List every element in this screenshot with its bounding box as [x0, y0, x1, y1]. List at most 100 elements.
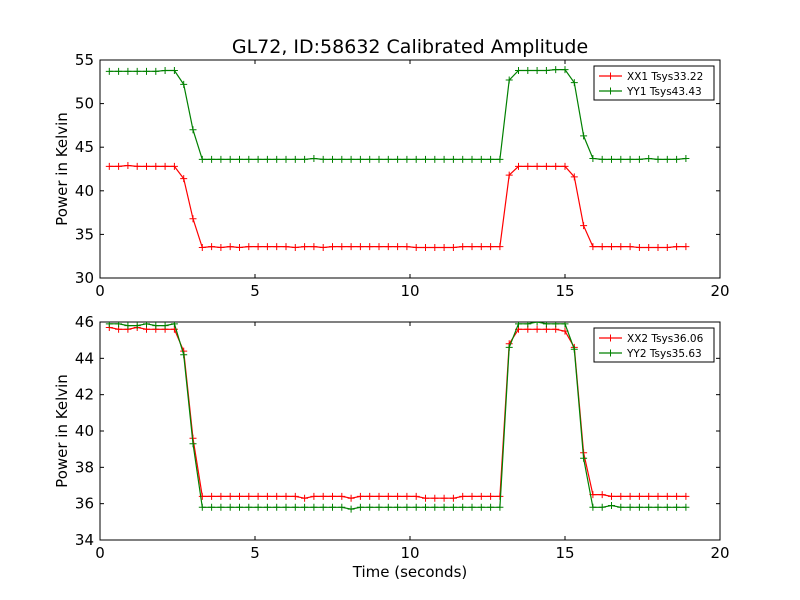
data-point	[617, 243, 625, 251]
data-point	[431, 243, 439, 251]
data-point	[477, 243, 485, 251]
data-point	[208, 155, 216, 163]
x-tick-label: 10	[400, 544, 419, 562]
data-point	[468, 492, 476, 500]
data-point	[440, 494, 448, 502]
data-point	[282, 155, 290, 163]
data-point	[524, 322, 532, 328]
data-point	[189, 215, 197, 223]
data-point	[505, 343, 513, 351]
data-point	[319, 155, 327, 163]
data-point	[663, 243, 671, 251]
data-point	[496, 155, 504, 163]
data-point	[217, 155, 225, 163]
data-point	[459, 243, 467, 251]
data-point	[561, 322, 569, 328]
y-tick-label: 40	[75, 182, 94, 200]
data-point	[589, 155, 597, 163]
data-point	[580, 454, 588, 462]
data-point	[542, 162, 550, 170]
data-point	[291, 243, 299, 251]
data-point	[347, 243, 355, 251]
data-point	[236, 503, 243, 511]
data-point	[422, 155, 429, 163]
data-point	[394, 503, 402, 511]
data-point	[282, 503, 290, 511]
data-point	[412, 243, 420, 251]
data-point	[524, 66, 532, 74]
data-point	[608, 155, 615, 163]
data-point	[366, 155, 374, 163]
data-point	[217, 243, 225, 251]
data-point	[598, 243, 606, 251]
data-point	[282, 243, 290, 251]
series-group	[105, 162, 690, 251]
data-point	[152, 322, 160, 330]
data-point	[654, 243, 662, 251]
data-point	[366, 503, 374, 511]
data-point	[635, 155, 643, 163]
data-point	[124, 162, 132, 170]
data-point	[626, 243, 634, 251]
data-point	[115, 162, 123, 170]
data-point	[124, 322, 132, 330]
data-point	[356, 155, 364, 163]
data-point	[170, 66, 178, 74]
data-point	[375, 155, 383, 163]
data-point	[301, 243, 309, 251]
data-point	[626, 155, 634, 163]
data-point	[319, 243, 327, 251]
data-point	[487, 503, 495, 511]
data-point	[394, 492, 402, 500]
data-point	[487, 243, 495, 251]
x-tick-label: 10	[400, 282, 419, 300]
data-point	[180, 175, 188, 183]
data-point	[375, 503, 383, 511]
figure-title: GL72, ID:58632 Calibrated Amplitude	[232, 36, 588, 58]
legend-box	[593, 327, 715, 363]
data-point	[598, 491, 606, 499]
legend-label: YY1 Tsys43.43	[626, 86, 702, 98]
data-point	[645, 492, 653, 500]
data-point	[161, 162, 169, 170]
data-point	[533, 162, 541, 170]
series-group	[105, 322, 690, 513]
data-point	[487, 155, 495, 163]
data-point	[310, 503, 318, 511]
data-point	[608, 243, 615, 251]
data-point	[254, 155, 262, 163]
data-point	[319, 492, 327, 500]
data-point	[682, 492, 690, 500]
data-point	[617, 155, 625, 163]
data-point	[533, 325, 541, 333]
data-point	[598, 155, 606, 163]
data-point	[422, 503, 429, 511]
x-axis-label: Time (seconds)	[352, 563, 468, 581]
data-point	[654, 492, 662, 500]
data-point	[245, 503, 253, 511]
data-point	[254, 492, 262, 500]
data-point	[384, 503, 392, 511]
data-point	[375, 492, 383, 500]
data-point	[236, 492, 243, 500]
data-point	[310, 492, 318, 500]
data-point	[347, 155, 355, 163]
data-point	[319, 503, 327, 511]
legend-marker	[607, 349, 614, 357]
legend-label: XX1 Tsys33.22	[627, 71, 703, 83]
data-point	[654, 155, 662, 163]
data-point	[626, 503, 634, 511]
data-point	[477, 155, 485, 163]
data-point	[422, 494, 429, 502]
top-panel: 0 5 10 15 20 30 35 40 45 50 55 Power in Kelvin XX1 T…	[53, 51, 730, 300]
data-point	[263, 503, 271, 511]
data-point	[645, 503, 653, 511]
data-point	[143, 162, 150, 170]
data-point	[263, 155, 271, 163]
data-point	[208, 243, 216, 251]
data-point	[273, 243, 281, 251]
data-point	[440, 155, 448, 163]
x-tick-label: 20	[710, 544, 729, 562]
data-point	[273, 503, 281, 511]
